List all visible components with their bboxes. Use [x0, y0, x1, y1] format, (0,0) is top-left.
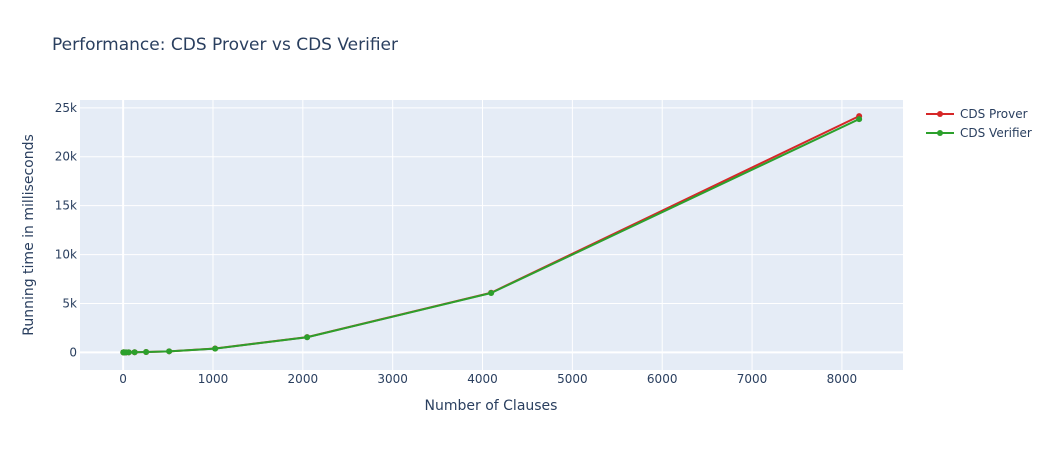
x-tick-label: 0 — [119, 372, 127, 386]
x-tick-label: 8000 — [827, 372, 858, 386]
x-tick-label: 3000 — [377, 372, 408, 386]
x-tick-label: 1000 — [198, 372, 229, 386]
y-axis-ticks: 0 5k 10k 15k 20k 25k — [55, 101, 77, 360]
x-axis-title: Number of Clauses — [425, 398, 558, 414]
chart-title: Performance: CDS Prover vs CDS Verifier — [52, 35, 398, 55]
data-point-cds-verifier[interactable] — [166, 348, 173, 355]
plot-area — [80, 100, 903, 370]
data-point-cds-verifier[interactable] — [304, 334, 311, 341]
legend-item-cds-prover[interactable]: CDS Prover — [926, 107, 1028, 121]
x-tick-label: 2000 — [288, 372, 319, 386]
x-tick-label: 5000 — [557, 372, 588, 386]
x-axis-ticks: 0 1000 2000 3000 4000 5000 6000 7000 8000 — [119, 372, 857, 386]
legend: CDS Prover CDS Verifier — [926, 107, 1032, 140]
series-layer — [120, 113, 863, 356]
data-point-cds-verifier[interactable] — [212, 345, 219, 352]
data-point-cds-verifier[interactable] — [856, 116, 863, 123]
data-point-cds-verifier[interactable] — [143, 349, 150, 355]
y-tick-label: 0 — [69, 345, 77, 359]
data-point-cds-verifier[interactable] — [125, 349, 132, 356]
legend-label: CDS Verifier — [960, 126, 1032, 140]
y-tick-label: 5k — [62, 296, 77, 310]
y-tick-label: 20k — [55, 150, 77, 164]
y-tick-label: 25k — [55, 101, 77, 115]
gridlines — [80, 100, 903, 370]
data-point-cds-verifier[interactable] — [488, 290, 495, 297]
x-tick-label: 6000 — [647, 372, 678, 386]
x-tick-label: 7000 — [737, 372, 768, 386]
data-point-cds-verifier[interactable] — [131, 349, 138, 356]
y-tick-label: 15k — [55, 199, 77, 213]
y-axis-title: Running time in milliseconds — [21, 134, 37, 336]
legend-label: CDS Prover — [960, 107, 1028, 121]
y-tick-label: 10k — [55, 248, 77, 262]
x-tick-label: 4000 — [467, 372, 498, 386]
series-cds-verifier — [120, 116, 863, 356]
legend-item-cds-verifier[interactable]: CDS Verifier — [926, 126, 1032, 140]
legend-swatch-marker — [937, 130, 943, 136]
legend-swatch-marker — [937, 111, 943, 117]
